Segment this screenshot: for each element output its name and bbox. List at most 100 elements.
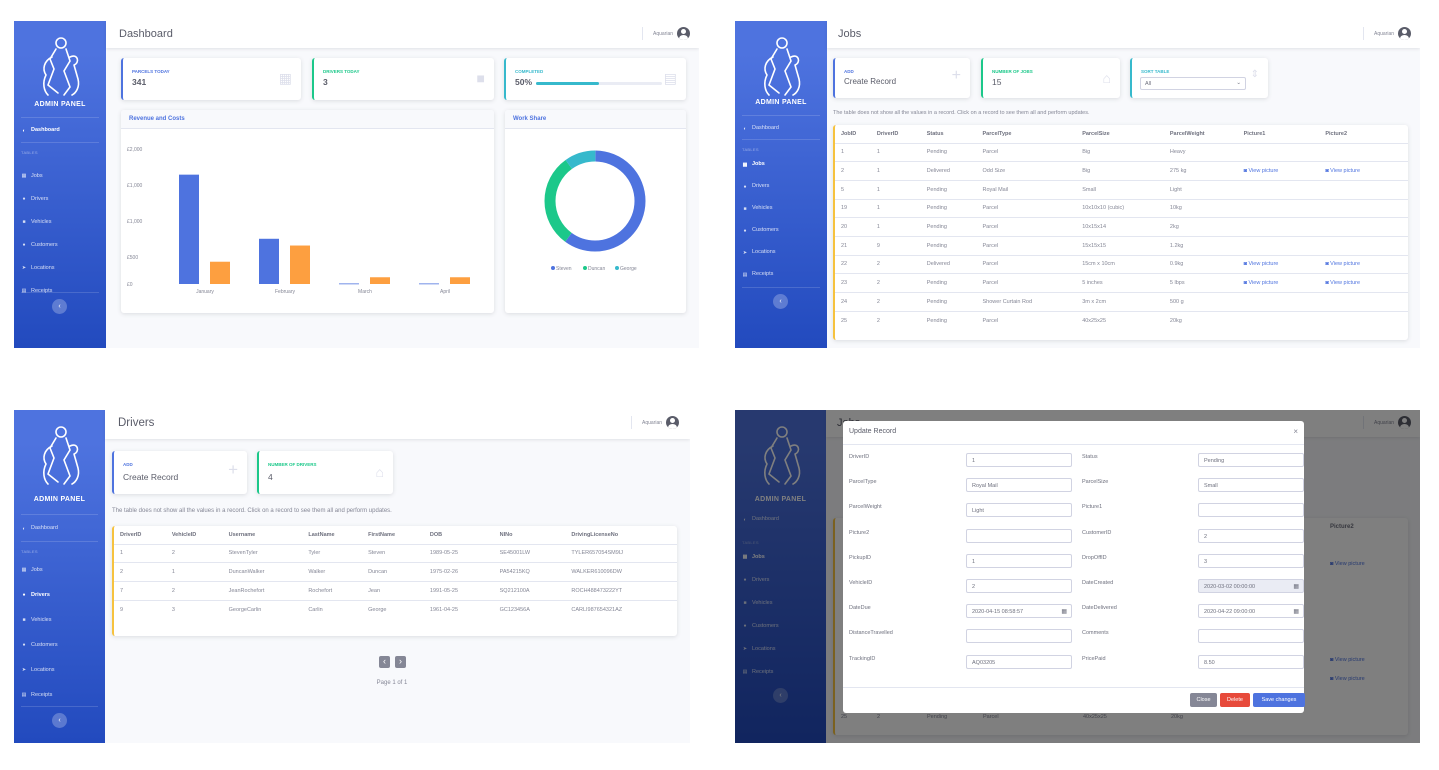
table-cell: 20kg — [1163, 310, 1238, 330]
view-picture-link[interactable]: ◙ View picture — [1319, 254, 1408, 274]
close-icon[interactable]: × — [1293, 427, 1298, 436]
create-record-card[interactable]: ADD Create Record + — [833, 58, 970, 98]
sidebar-item-jobs[interactable]: ▦ Jobs — [14, 164, 106, 187]
table-cell: 3m x 2cm — [1076, 292, 1164, 312]
sidebar-item-receipts[interactable]: ▤ Receipts — [14, 279, 106, 302]
calendar-icon[interactable]: ▦ — [1293, 584, 1299, 590]
sidebar-item-vehicles[interactable]: ■ Vehicles — [14, 607, 105, 632]
create-record-card[interactable]: ADD Create Record + — [112, 451, 247, 494]
sidebar-item-customers[interactable]: ● Customers — [14, 632, 105, 657]
view-picture-link[interactable]: ◙ View picture — [1237, 161, 1320, 181]
sidebar-toggle-button[interactable]: ‹ — [773, 294, 788, 309]
location-arrow-icon: ➤ — [742, 249, 748, 256]
prev-page-button[interactable]: ‹ — [379, 656, 390, 668]
column-header: ParcelSize — [1076, 125, 1164, 144]
view-picture-link[interactable]: ◙ View picture — [1319, 161, 1408, 181]
kpi-label: NUMBER OF JOBS — [992, 69, 1033, 74]
next-page-button[interactable]: › — [395, 656, 406, 668]
table-row[interactable]: 1 2 StevenTyler Tyler Steven 1989-05-25 SE4500… — [114, 543, 677, 563]
sidebar-item-locations[interactable]: ➤ Locations — [14, 657, 105, 682]
dropoffid-field[interactable]: 3 — [1198, 553, 1304, 568]
user-menu[interactable]: Aquarian — [641, 27, 690, 40]
vehicleid-field[interactable]: 2 — [966, 579, 1072, 593]
sidebar-item-drivers[interactable]: ● Drivers — [14, 187, 106, 210]
table-cell: 1 — [114, 543, 166, 563]
customerid-field[interactable]: 2 — [1198, 528, 1304, 543]
calendar-icon[interactable]: ▦ — [1061, 609, 1067, 616]
table-row[interactable]: 1 1 Pending Parcel Big Heavy — [835, 142, 1408, 162]
sidebar-item-jobs[interactable]: ▦ Jobs — [735, 153, 827, 175]
sidebar-item-dashboard[interactable]: ◐ Dashboard — [735, 125, 827, 132]
parceltype-field[interactable]: Royal Mail — [966, 478, 1072, 493]
sidebar-item-customers[interactable]: ● Customers — [735, 219, 827, 241]
distancetravelled-field[interactable] — [966, 629, 1072, 644]
sidebar-item-drivers[interactable]: ● Drivers — [735, 175, 827, 197]
table-row[interactable]: 7 2 JeanRochefort Rochefort Jean 1991-05-25 SQ… — [114, 580, 677, 601]
table-row[interactable]: 9 3 GeorgeCarlin Carlin George 1961-04-25 GC12… — [114, 599, 677, 619]
view-picture-link[interactable]: ◙ View picture — [1237, 254, 1320, 274]
sidebar-item-locations[interactable]: ➤ Locations — [14, 256, 106, 279]
table-cell: Shower Curtain Rod — [976, 292, 1077, 312]
parcelweight-field[interactable]: Light — [966, 503, 1072, 518]
sidebar-item-receipts[interactable]: ▤ Receipts — [735, 263, 827, 285]
trackingid-field[interactable]: AQ03205 — [966, 654, 1072, 669]
sidebar-item-jobs[interactable]: ▦ Jobs — [14, 557, 105, 582]
view-picture-link[interactable]: ◙ View picture — [1319, 273, 1408, 293]
sort-select[interactable]: All ⌄ — [1140, 77, 1246, 90]
drivers-panel: ADMIN PANEL ◐ Dashboard TABLES ▦ Jobs ● Dri… — [14, 410, 690, 743]
close-button[interactable]: Close — [1190, 693, 1217, 707]
user-menu[interactable]: Aquarian — [630, 416, 679, 429]
delete-button[interactable]: Delete — [1220, 693, 1250, 707]
table-row[interactable]: 2 1 DuncanWalker Walker Duncan 1975-02-26 PA54… — [114, 562, 677, 582]
kpi-value: 50% — [515, 77, 533, 87]
table-cell: 1 — [165, 562, 223, 582]
sidebar-item-customers[interactable]: ● Customers — [14, 233, 106, 256]
sidebar-item-label: Customers — [31, 641, 58, 648]
table-row[interactable]: 5 1 Pending Royal Mail Small Light — [835, 179, 1408, 200]
table-row[interactable]: 22 2 Delivered Parcel 15cm x 10cm 0.9kg ◙ View… — [835, 254, 1408, 274]
sidebar-item-receipts[interactable]: ▤ Receipts — [14, 682, 105, 707]
table-cell: 21 — [835, 235, 871, 256]
sidebar-toggle-button[interactable]: ‹ — [52, 299, 67, 314]
comments-field[interactable] — [1198, 629, 1304, 644]
status-field[interactable]: Pending — [1198, 453, 1304, 467]
legend-marker — [551, 266, 555, 270]
sidebar-item-dashboard[interactable]: ◐ Dashboard — [14, 525, 105, 532]
sidebar-item-dashboard[interactable]: ◐ Dashboard — [14, 127, 106, 134]
table-cell: Pending — [920, 142, 977, 162]
card-title: Revenue and Costs — [129, 116, 185, 122]
table-row[interactable]: 2 1 Delivered Odd Size Big 275 kg ◙ View pictu… — [835, 161, 1408, 181]
table-row[interactable]: 19 1 Pending Parcel 10x10x10 (cubic) 10kg — [835, 198, 1408, 218]
datecreated-field[interactable]: 2020-03-02 00:00:00 ▦ — [1198, 579, 1304, 593]
table-cell: SE45001LW — [493, 543, 566, 563]
table-row[interactable]: 21 9 Pending Parcel 15x15x15 1.2kg — [835, 235, 1408, 256]
topbar: Drivers Aquarian — [105, 410, 690, 439]
driverid-field[interactable]: 1 — [966, 453, 1072, 467]
datedue-field[interactable]: 2020-04-15 08:58:57 ▦ — [966, 604, 1072, 619]
table-row[interactable]: 20 1 Pending Parcel 10x15x14 2kg — [835, 217, 1408, 237]
parcelsize-field[interactable]: Small — [1198, 478, 1304, 493]
save-changes-button[interactable]: Save changes — [1253, 693, 1305, 707]
calendar-icon[interactable]: ▦ — [1293, 609, 1299, 616]
table-row[interactable]: 23 2 Pending Parcel 5 inches 5 lbps ◙ View pic… — [835, 273, 1408, 293]
table-cell: 40x25x25 — [1076, 310, 1164, 330]
brand-title: ADMIN PANEL — [755, 99, 807, 106]
table-row[interactable]: 24 2 Pending Shower Curtain Rod 3m x 2cm 500 … — [835, 292, 1408, 312]
sidebar-item-vehicles[interactable]: ■ Vehicles — [14, 210, 106, 233]
user-name: Aquarian — [652, 30, 673, 37]
table-cell: 7 — [114, 580, 166, 601]
datedelivered-field[interactable]: 2020-04-22 09:00:00 ▦ — [1198, 604, 1304, 619]
sidebar-toggle-button[interactable]: ‹ — [52, 713, 67, 728]
pickupid-field[interactable]: 1 — [966, 553, 1072, 568]
sidebar-item-vehicles[interactable]: ■ Vehicles — [735, 197, 827, 219]
table-cell: 1 — [870, 161, 921, 181]
user-menu[interactable]: Aquarian — [1362, 27, 1411, 40]
view-picture-link[interactable]: ◙ View picture — [1237, 273, 1320, 293]
picture1-field[interactable] — [1198, 503, 1304, 518]
picture2-field[interactable] — [966, 528, 1072, 543]
table-cell: Parcel — [976, 254, 1077, 274]
pricepaid-field[interactable]: 8.50 — [1198, 654, 1304, 669]
sidebar-item-locations[interactable]: ➤ Locations — [735, 241, 827, 263]
sidebar-item-drivers[interactable]: ● Drivers — [14, 582, 105, 607]
